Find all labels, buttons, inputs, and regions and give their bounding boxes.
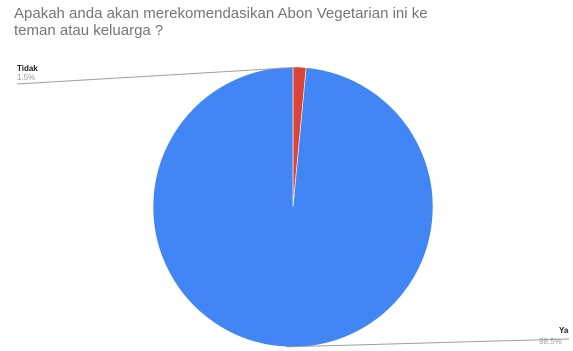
slice-percent-ya: 98.5% bbox=[539, 337, 562, 346]
slice-label-ya: Ya bbox=[559, 326, 569, 335]
leader-line-ya bbox=[286, 338, 570, 348]
slice-percent-tidak: 1.5% bbox=[17, 73, 35, 82]
chart-title: Apakah anda akan merekomendasikan Abon V… bbox=[14, 5, 428, 39]
slice-label-tidak: Tidak bbox=[17, 64, 38, 73]
pie-slices bbox=[152, 66, 434, 348]
pie-slice-ya bbox=[152, 66, 434, 348]
leader-line-tidak bbox=[16, 66, 300, 85]
